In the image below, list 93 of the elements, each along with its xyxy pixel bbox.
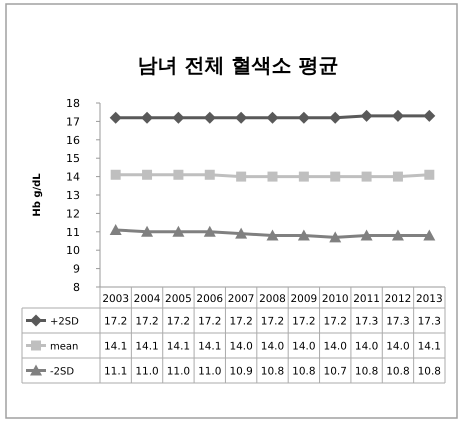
point <box>204 170 215 180</box>
point <box>392 110 404 122</box>
chart-title: 남녀 전체 혈색소 평균 <box>138 53 338 77</box>
data-label: 14.0 <box>354 340 378 352</box>
data-label: 10.8 <box>418 366 442 378</box>
data-label: 14.1 <box>198 340 222 352</box>
data-label: 14.1 <box>166 340 190 352</box>
point <box>110 112 122 124</box>
legend-label: mean <box>50 342 78 352</box>
point <box>173 170 184 180</box>
point <box>142 170 152 180</box>
point <box>298 112 310 124</box>
y-tick-label: 8 <box>73 281 80 294</box>
point <box>362 172 372 182</box>
point <box>423 110 436 122</box>
point <box>298 229 310 240</box>
y-tick-label: 12 <box>66 207 80 220</box>
y-tick-label: 17 <box>66 115 80 128</box>
data-label: 11.1 <box>104 366 128 378</box>
data-label: 11.0 <box>166 366 190 378</box>
data-label: 17.2 <box>292 316 316 328</box>
point <box>110 170 121 180</box>
legend-label: -2SD <box>50 366 74 378</box>
y-axis-title: Hb g/dL <box>32 172 43 217</box>
point <box>110 224 122 235</box>
data-label: 17.2 <box>198 316 222 328</box>
y-tick-label: 18 <box>66 97 80 110</box>
x-tick-label: 2007 <box>228 293 255 305</box>
data-label: 14.1 <box>135 340 159 352</box>
y-tick-label: 10 <box>66 244 80 258</box>
data-label: 17.2 <box>229 316 253 328</box>
data-label: 14.1 <box>418 340 442 352</box>
x-tick-label: 2010 <box>322 293 349 305</box>
x-tick-label: 2012 <box>384 293 412 305</box>
point <box>204 112 216 124</box>
data-label: 14.0 <box>386 340 410 352</box>
point <box>141 112 154 124</box>
point <box>423 229 436 240</box>
point <box>360 110 373 122</box>
data-label: 17.2 <box>104 316 128 328</box>
data-label: 17.2 <box>135 316 159 328</box>
data-label: 14.0 <box>260 340 284 352</box>
point <box>330 172 340 182</box>
y-tick-label: 16 <box>66 134 80 147</box>
data-label: 10.8 <box>354 366 378 378</box>
point <box>172 112 184 124</box>
point <box>236 172 246 182</box>
y-tick-label: 14 <box>66 170 80 184</box>
data-label: 14.0 <box>324 340 347 352</box>
x-tick-label: 2013 <box>416 293 443 305</box>
x-tick-label: 2011 <box>353 293 380 305</box>
point <box>329 112 342 124</box>
point <box>204 226 216 237</box>
x-tick-label: 2005 <box>165 293 192 305</box>
point <box>235 112 248 124</box>
point <box>424 170 434 180</box>
legend-label: +2SD <box>50 316 80 328</box>
data-label: 11.0 <box>198 366 222 378</box>
data-label: 14.1 <box>104 340 128 352</box>
data-label: 17.2 <box>166 316 190 328</box>
data-label: 10.9 <box>229 366 253 378</box>
x-tick-label: 2004 <box>134 293 161 305</box>
point <box>392 172 403 182</box>
point <box>141 226 154 237</box>
data-label: 17.2 <box>260 316 284 328</box>
data-label: 17.3 <box>386 316 410 328</box>
point <box>266 229 278 240</box>
data-label: 10.8 <box>260 366 284 378</box>
point <box>172 226 184 237</box>
y-tick-label: 13 <box>66 189 80 202</box>
x-tick-label: 2008 <box>259 293 286 305</box>
y-tick-label: 15 <box>66 152 80 166</box>
x-tick-label: 2006 <box>196 293 224 305</box>
x-tick-label: 2003 <box>102 293 130 305</box>
data-label: 17.3 <box>418 316 442 328</box>
data-label: 17.2 <box>324 316 347 328</box>
point <box>235 228 248 239</box>
data-label: 11.0 <box>135 366 159 378</box>
point <box>360 229 373 240</box>
data-label: 17.3 <box>354 316 378 328</box>
data-label: 10.7 <box>324 366 347 378</box>
point <box>392 229 404 240</box>
point <box>329 231 342 242</box>
data-label: 14.0 <box>292 340 316 352</box>
data-label: 14.0 <box>229 340 253 352</box>
y-tick-label: 9 <box>73 262 80 276</box>
point <box>268 172 278 182</box>
data-label: 10.8 <box>292 366 316 378</box>
y-tick-label: 11 <box>66 226 80 239</box>
x-tick-label: 2009 <box>290 293 318 305</box>
data-label: 10.8 <box>386 366 410 378</box>
point <box>298 172 309 182</box>
point <box>266 112 278 124</box>
